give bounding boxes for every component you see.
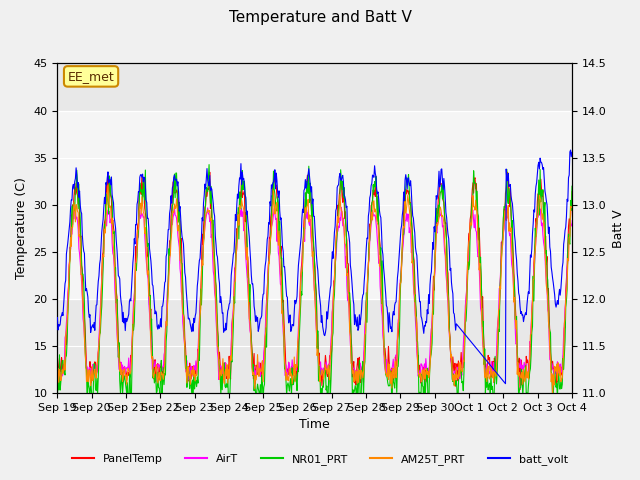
Y-axis label: Batt V: Batt V — [612, 209, 625, 248]
Legend: PanelTemp, AirT, NR01_PRT, AM25T_PRT, batt_volt: PanelTemp, AirT, NR01_PRT, AM25T_PRT, ba… — [68, 450, 572, 469]
Text: EE_met: EE_met — [68, 70, 115, 83]
Y-axis label: Temperature (C): Temperature (C) — [15, 177, 28, 279]
Text: Temperature and Batt V: Temperature and Batt V — [228, 10, 412, 24]
Bar — [58, 110, 572, 299]
X-axis label: Time: Time — [300, 419, 330, 432]
